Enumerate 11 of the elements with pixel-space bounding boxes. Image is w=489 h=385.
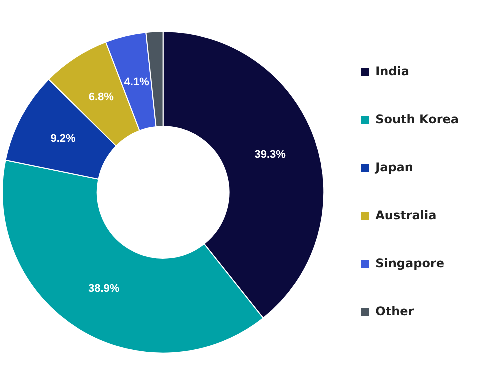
legend-label: India [376,64,410,79]
legend-label: Other [376,304,414,319]
legend-label: Singapore [376,256,445,271]
data-label: 9.2% [50,133,76,146]
legend-label: Japan [374,160,414,175]
data-label: 39.3% [254,149,286,162]
data-label: 6.8% [88,92,114,104]
legend-label: South Korea [376,112,459,127]
data-label: 38.9% [88,283,120,296]
data-label: 4.1% [124,76,150,88]
legend-label: Australia [376,208,437,223]
